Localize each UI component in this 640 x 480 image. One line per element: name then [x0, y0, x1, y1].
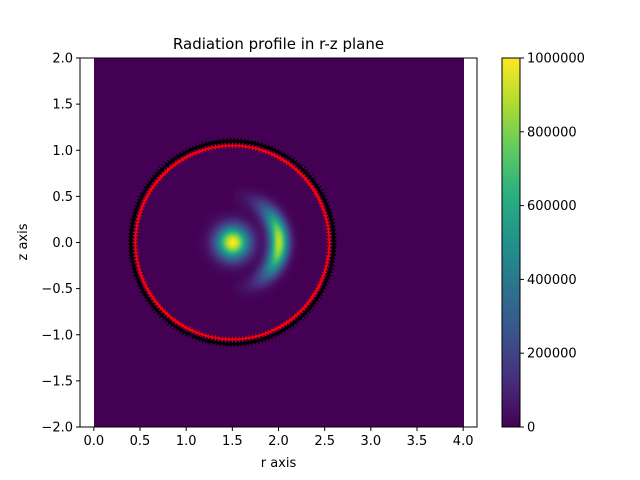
inner-boundary-circle [132, 143, 332, 342]
x-tick-label: 4.0 [453, 434, 474, 449]
colorbar-tick-label: 800000 [527, 125, 577, 140]
circle-overlays [127, 138, 337, 347]
y-tick-label: 0.0 [52, 236, 73, 251]
y-tick-label: 1.0 [52, 144, 73, 159]
outer-boundary-circle [127, 138, 337, 347]
colorbar-tick-label: 600000 [527, 199, 577, 214]
x-markers [127, 138, 337, 347]
chart-title: Radiation profile in r-z plane [173, 35, 384, 53]
y-tick-label: −1.5 [41, 374, 73, 389]
plot-area [79, 57, 478, 428]
x-tick-label: 2.5 [314, 434, 335, 449]
x-tick-label: 0.0 [84, 434, 105, 449]
x-tick-label: 3.0 [360, 434, 381, 449]
heatmap-image [94, 58, 464, 427]
x-tick-label: 1.5 [222, 434, 243, 449]
x-tick-label: 1.0 [176, 434, 197, 449]
colorbar-ticks: 1000000 800000 600000 400000 200000 0 [520, 52, 585, 436]
y-tick-label: −0.5 [41, 282, 73, 297]
x-axis: 0.0 0.5 1.0 1.5 2.0 2.5 3.0 3.5 4.0 [84, 427, 474, 449]
y-tick-label: −2.0 [41, 421, 73, 436]
colorbar-tick-label: 400000 [527, 273, 577, 288]
y-axis-label: z axis [16, 223, 31, 260]
x-tick-label: 0.5 [130, 434, 151, 449]
colorbar: 1000000 800000 600000 400000 200000 0 [501, 52, 585, 436]
x-tick-label: 2.0 [268, 434, 289, 449]
x-axis-label: r axis [261, 456, 297, 471]
y-tick-label: 2.0 [52, 52, 73, 67]
colorbar-tick-label: 1000000 [527, 52, 585, 67]
colorbar-gradient [501, 57, 521, 428]
plus-markers [132, 143, 332, 342]
colorbar-tick-label: 0 [527, 421, 535, 436]
y-axis: 2.0 1.5 1.0 0.5 0.0 −0.5 −1.0 −1.5 −2.0 [41, 52, 80, 436]
x-tick-label: 3.5 [407, 434, 428, 449]
y-tick-label: 0.5 [52, 190, 73, 205]
y-tick-label: −1.0 [41, 328, 73, 343]
colorbar-tick-label: 200000 [527, 347, 577, 362]
y-tick-label: 1.5 [52, 98, 73, 113]
